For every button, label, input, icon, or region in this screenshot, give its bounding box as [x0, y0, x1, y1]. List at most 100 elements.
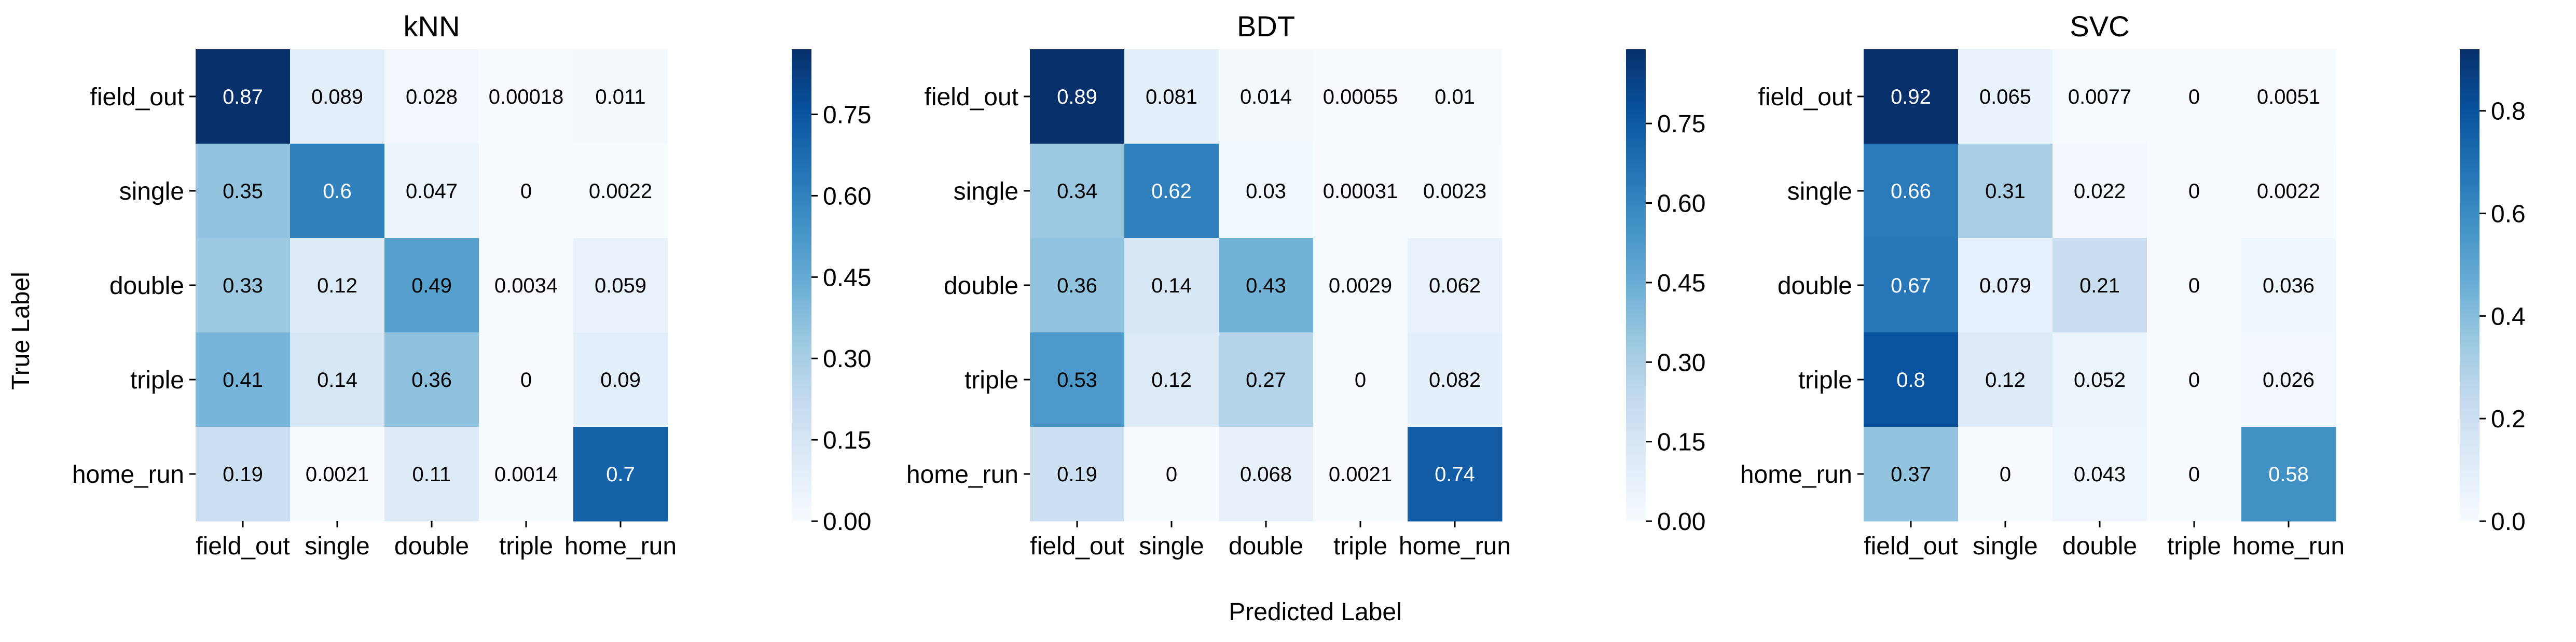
x-tick-label: home_run — [564, 533, 677, 560]
heatmap-cell — [1958, 238, 2053, 333]
colorbar-tick-label: 0.75 — [1657, 110, 1705, 138]
cell-value-label: 0.49 — [411, 274, 452, 297]
y-tick-label: home_run — [906, 461, 1018, 489]
heatmap-cell — [1408, 238, 1503, 333]
cell-value-label: 0.7 — [606, 463, 635, 486]
colorbar-tick-label: 0.4 — [2491, 303, 2526, 330]
heatmap-cell — [479, 332, 574, 427]
colorbar-tick-label: 0.2 — [2491, 406, 2526, 433]
colorbar — [2460, 49, 2479, 521]
x-tick-label: double — [2062, 533, 2137, 560]
heatmap-cell — [1408, 144, 1503, 239]
cell-value-label: 0.6 — [323, 180, 352, 203]
heatmap-cell — [1408, 332, 1503, 427]
heatmap-cell — [1124, 49, 1219, 144]
heatmap-cell — [2241, 238, 2336, 333]
heatmap-cell — [1219, 427, 1314, 522]
cell-value-label: 0.0014 — [494, 463, 558, 486]
heatmap-cell — [573, 427, 668, 522]
figure-xlabel: Predicted Label — [1229, 598, 1402, 626]
cell-value-label: 0.0034 — [494, 274, 558, 297]
y-tick-label: triple — [1798, 367, 1852, 394]
cell-value-label: 0.35 — [223, 180, 263, 203]
x-tick-label: field_out — [1030, 533, 1124, 560]
y-tick-label: single — [119, 178, 184, 205]
heatmap-cell — [1030, 238, 1125, 333]
cell-value-label: 0.43 — [1246, 274, 1286, 297]
cell-value-label: 0.14 — [1151, 274, 1192, 297]
heatmap-panel-1: BDT 0.89 0.081 0.014 0.00055 0.01 0.34 0.62 0.03… — [906, 10, 1706, 560]
y-tick-label: field_out — [925, 83, 1018, 111]
heatmap-cell — [2147, 238, 2242, 333]
cell-value-label: 0.89 — [1057, 86, 1097, 108]
cell-value-label: 0 — [2188, 463, 2200, 486]
heatmap-cell — [1408, 427, 1503, 522]
cell-value-label: 0.37 — [1891, 463, 1931, 486]
cell-value-label: 0 — [520, 369, 532, 392]
cell-value-label: 0.33 — [223, 274, 263, 297]
heatmap-cell — [1124, 427, 1219, 522]
heatmap-cell — [290, 144, 385, 239]
panel-title: SVC — [2070, 10, 2129, 43]
heatmap-cell — [1958, 144, 2053, 239]
cell-value-label: 0.0021 — [1329, 463, 1392, 486]
x-tick-label: field_out — [196, 533, 290, 560]
heatmap-cell — [1864, 238, 1959, 333]
cell-value-label: 0.089 — [311, 86, 363, 108]
panel-title: kNN — [404, 10, 460, 43]
cell-value-label: 0.53 — [1057, 369, 1097, 392]
heatmap-cell — [1313, 238, 1408, 333]
y-tick-label: double — [944, 272, 1018, 300]
x-tick-label: triple — [2167, 533, 2221, 560]
cell-value-label: 0.052 — [2074, 369, 2126, 392]
heatmap-cell — [479, 238, 574, 333]
heatmap-cell — [1030, 427, 1125, 522]
heatmap-cell — [1408, 49, 1503, 144]
heatmap-cell — [1124, 144, 1219, 239]
cell-value-label: 0.11 — [412, 463, 451, 486]
heatmap-cell — [2147, 49, 2242, 144]
cell-value-label: 0.74 — [1435, 463, 1475, 486]
heatmap-cell — [196, 332, 291, 427]
cell-value-label: 0 — [2188, 274, 2200, 297]
y-tick-label: double — [1778, 272, 1852, 300]
x-tick-label: double — [394, 533, 469, 560]
cell-value-label: 0 — [2188, 369, 2200, 392]
cell-value-label: 0.047 — [406, 180, 458, 203]
cell-value-label: 0.062 — [1429, 274, 1481, 297]
x-tick-label: triple — [499, 533, 553, 560]
heatmap-cell — [290, 427, 385, 522]
cell-value-label: 0.36 — [1057, 274, 1097, 297]
heatmap-cell — [573, 144, 668, 239]
x-tick-label: field_out — [1864, 533, 1958, 560]
cell-value-label: 0 — [2188, 180, 2200, 203]
heatmap-cell — [2052, 332, 2147, 427]
heatmap-cell — [1030, 49, 1125, 144]
cell-value-label: 0.14 — [317, 369, 357, 392]
colorbar-tick-label: 0.30 — [1657, 349, 1705, 376]
colorbar-tick-label: 0.8 — [2491, 98, 2526, 125]
figure-ylabel: True Label — [7, 272, 35, 390]
heatmap-cell — [1864, 49, 1959, 144]
heatmap-cell — [1124, 238, 1219, 333]
heatmap-cell — [1219, 49, 1314, 144]
cell-value-label: 0.0023 — [1423, 180, 1486, 203]
heatmap-cell — [573, 49, 668, 144]
heatmap-cell — [479, 49, 574, 144]
heatmap-cell — [479, 427, 574, 522]
cell-value-label: 0 — [520, 180, 532, 203]
heatmap-cell — [573, 332, 668, 427]
cell-value-label: 0 — [2000, 463, 2011, 486]
y-tick-label: double — [109, 272, 184, 300]
colorbar-tick-label: 0.75 — [823, 102, 871, 129]
colorbar-tick-label: 0.45 — [823, 264, 871, 291]
heatmap-cell — [1958, 427, 2053, 522]
colorbar-tick-label: 0.00 — [823, 508, 871, 536]
colorbar-tick-label: 0.00 — [1657, 508, 1705, 536]
y-tick-label: field_out — [90, 83, 184, 111]
x-tick-label: single — [1139, 533, 1204, 560]
heatmap-cell — [1030, 144, 1125, 239]
heatmap-cell — [1219, 332, 1314, 427]
cell-value-label: 0.079 — [1979, 274, 2031, 297]
heatmap-panel-2: SVC 0.92 0.065 0.0077 0 0.0051 0.66 0.31 0.022 0 0… — [1740, 10, 2526, 560]
